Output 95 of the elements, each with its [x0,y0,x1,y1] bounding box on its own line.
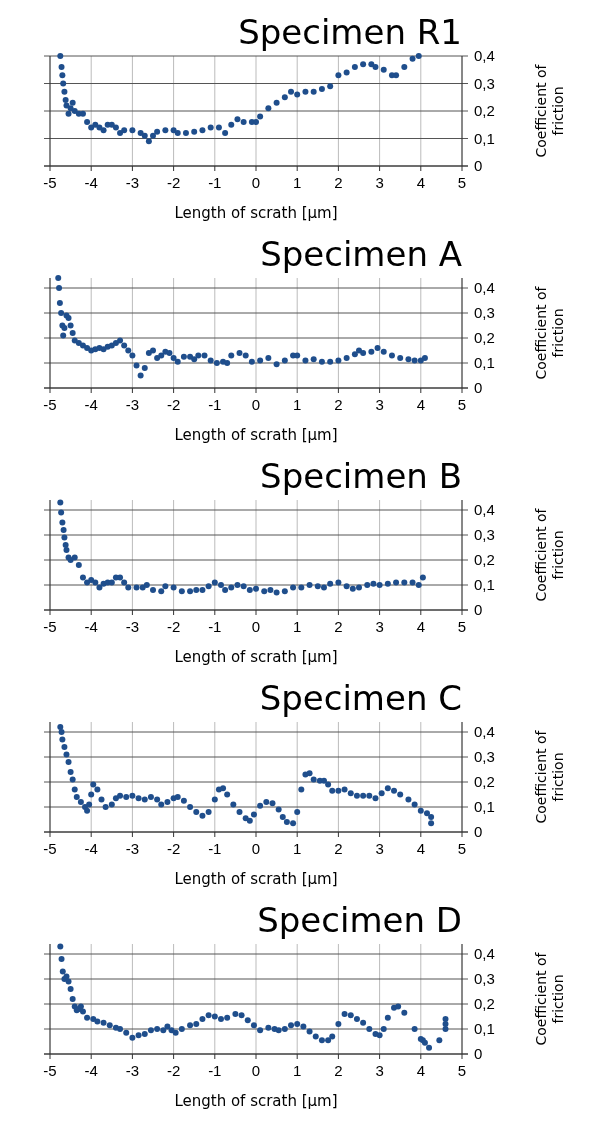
x-tick-label: 2 [334,618,343,635]
x-tick-label: -4 [84,396,98,413]
x-tick-label: 5 [457,1062,467,1079]
x-tick-label: -2 [166,840,181,857]
x-axis-title: Length of scrath [µm] [174,426,338,444]
x-tick-label: 5 [457,618,467,635]
x-tick-label: -3 [125,396,140,413]
x-tick-label: 3 [375,618,384,635]
y-tick-label: 0,3 [474,970,495,987]
x-tick-label: -1 [208,1062,222,1079]
x-tick-label: 0 [251,1062,261,1079]
y-axis-title: Coefficient of friction [533,729,566,824]
x-tick-label: -5 [43,618,57,635]
y-tick-label: 0,1 [474,129,495,147]
x-tick-label: 0 [251,396,261,413]
x-axis-title: Length of scrath [µm] [174,204,338,222]
x-tick-label: -5 [43,1062,57,1079]
x-tick-label: -4 [84,618,98,635]
x-tick-label: 3 [375,1062,384,1079]
x-tick-label: 4 [416,396,425,413]
y-tick-label: 0,4 [474,279,495,296]
x-tick-label: -4 [84,174,98,191]
y-tick-label: 0,1 [474,1020,495,1037]
y-axis-title: Coefficient of friction [533,285,566,380]
x-tick-label: -3 [125,840,140,857]
x-tick-label: 1 [293,1062,302,1079]
y-tick-label: 0,2 [474,995,495,1012]
x-tick-label: -3 [125,618,140,635]
x-tick-label: 2 [334,840,343,857]
x-tick-label: 5 [457,174,467,191]
x-tick-label: 2 [334,396,343,413]
x-tick-label: -1 [208,174,222,191]
x-tick-label: -2 [166,174,181,191]
y-tick-label: 0,3 [474,74,495,92]
y-tick-label: 0,1 [474,576,495,593]
x-tick-label: 2 [334,1062,343,1079]
x-axis-title: Length of scrath [µm] [174,1092,338,1110]
x-tick-label: 1 [293,618,302,635]
x-tick-label: 0 [251,840,261,857]
y-tick-label: 0 [474,601,483,618]
x-tick-label: -4 [84,840,98,857]
y-tick-label: 0,1 [474,798,495,815]
y-tick-label: 0,3 [474,526,495,543]
y-tick-label: 0,2 [474,102,495,119]
x-tick-label: -5 [43,396,57,413]
x-tick-label: -5 [43,840,57,857]
chart-title: Specimen A [260,234,462,274]
y-tick-label: 0,2 [474,329,495,346]
y-tick-label: 0,4 [474,723,495,740]
x-tick-label: 2 [334,174,343,191]
y-axis-title: Coefficient of friction [533,951,566,1046]
x-tick-label: 1 [293,174,302,191]
x-tick-label: 4 [416,840,425,857]
x-tick-label: 0 [251,618,261,635]
y-tick-label: 0 [474,157,483,174]
chart-title: Specimen D [257,900,462,940]
y-tick-label: 0 [474,379,483,396]
y-axis-title: Coefficient of friction [533,507,566,602]
x-tick-label: 3 [375,396,384,413]
x-tick-label: -4 [84,1062,98,1079]
y-tick-label: 0,4 [474,47,495,64]
y-tick-label: 0,4 [474,945,495,962]
x-tick-label: 5 [457,396,467,413]
x-tick-label: 4 [416,618,425,635]
y-tick-label: 0,3 [474,748,495,765]
x-tick-label: 4 [416,174,425,191]
chart-title: Specimen B [260,456,462,496]
x-tick-label: 4 [416,1062,425,1079]
x-tick-label: -2 [166,1062,181,1079]
y-tick-label: 0 [474,1045,483,1062]
x-tick-label: 3 [375,174,384,191]
chart-title: Specimen C [259,678,462,718]
x-tick-label: -2 [166,396,181,413]
x-tick-label: -1 [208,396,222,413]
x-tick-label: -3 [125,1062,140,1079]
y-tick-label: 0 [474,823,483,840]
y-tick-label: 0,4 [474,501,495,518]
chart-title: Specimen R1 [238,12,462,52]
x-tick-label: 1 [293,840,302,857]
x-tick-label: -5 [43,174,57,191]
x-tick-label: 5 [457,840,467,857]
x-tick-label: -2 [166,618,181,635]
y-tick-label: 0,1 [474,354,495,371]
x-tick-label: -1 [208,840,222,857]
x-tick-label: -1 [208,618,222,635]
x-tick-label: 1 [293,396,302,413]
x-tick-label: 0 [251,174,261,191]
x-axis-title: Length of scrath [µm] [174,870,338,888]
x-axis-title: Length of scrath [µm] [174,648,338,666]
y-tick-label: 0,2 [474,773,495,790]
y-tick-label: 0,2 [474,551,495,568]
y-tick-label: 0,3 [474,304,495,321]
y-axis-title: Coefficient of friction [533,63,566,158]
x-tick-label: 3 [375,840,384,857]
x-tick-label: -3 [125,174,140,191]
